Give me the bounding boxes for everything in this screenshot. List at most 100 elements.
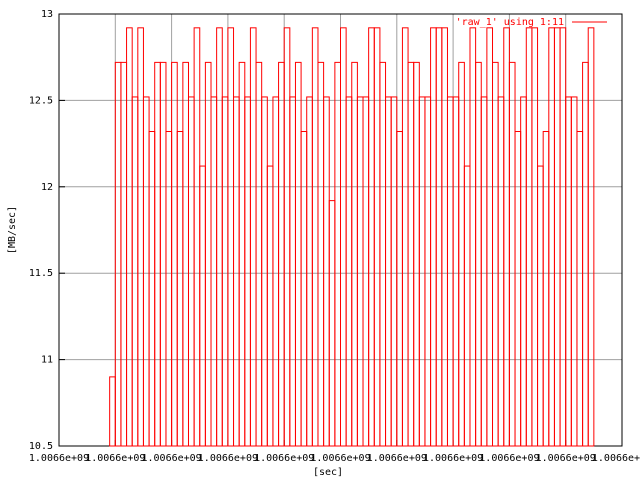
- bar: [159, 61, 167, 447]
- y-axis-label: [MB/sec]: [7, 206, 18, 254]
- bar: [356, 96, 364, 447]
- bar: [480, 96, 488, 447]
- y-tick-label: 11: [41, 355, 53, 366]
- bar: [385, 96, 392, 447]
- bar: [266, 165, 274, 447]
- bar: [469, 27, 477, 447]
- bar: [390, 96, 398, 447]
- bar: [317, 61, 325, 447]
- bar: [165, 131, 173, 447]
- bar: [278, 61, 285, 447]
- y-tick-label: 12.5: [29, 95, 53, 106]
- y-tick-label: 12: [41, 182, 53, 193]
- bar: [137, 27, 144, 447]
- bar: [221, 96, 229, 447]
- bar: [323, 96, 330, 447]
- bar: [351, 61, 358, 447]
- legend-label: 'raw_1' using 1:11: [456, 17, 564, 28]
- bar: [283, 27, 291, 447]
- bar: [542, 131, 550, 447]
- bar: [249, 27, 257, 447]
- x-tick-label: 1.0066e+09: [85, 453, 145, 464]
- bar: [435, 27, 443, 447]
- bar: [537, 165, 544, 447]
- x-tick-label: 1.0066e+09: [254, 453, 314, 464]
- x-tick-label: 1.0066e+09: [592, 453, 640, 464]
- bar: [508, 61, 516, 447]
- bar: [401, 27, 409, 447]
- bar: [345, 96, 353, 447]
- x-tick-label: 1.0066e+09: [310, 453, 370, 464]
- bar: [514, 131, 522, 447]
- bar: [424, 96, 432, 447]
- bar: [142, 96, 150, 447]
- x-tick-label: 1.0066e+09: [198, 453, 258, 464]
- y-tick-label: 11.5: [29, 268, 53, 279]
- bar: [272, 96, 280, 447]
- bar: [492, 61, 499, 447]
- bar: [463, 165, 471, 447]
- bar: [238, 61, 246, 447]
- bar: [244, 96, 251, 447]
- bar: [328, 200, 336, 447]
- bar: [311, 27, 319, 447]
- bar: [204, 61, 212, 447]
- bar: [120, 61, 128, 447]
- bar: [441, 27, 448, 447]
- bar: [446, 96, 454, 447]
- bar: [154, 61, 161, 447]
- bar: [576, 131, 584, 447]
- bar: [294, 61, 302, 447]
- x-axis-label: [sec]: [313, 467, 343, 478]
- bar: [531, 27, 539, 447]
- bar: [565, 96, 572, 447]
- bar: [216, 27, 223, 447]
- bar: [300, 131, 308, 447]
- bar: [368, 27, 375, 447]
- bar: [458, 61, 465, 447]
- bar: [193, 27, 201, 447]
- bar: [187, 96, 195, 447]
- bar: [570, 96, 578, 447]
- bar: [227, 27, 235, 447]
- bar: [334, 61, 341, 447]
- bar: [497, 96, 505, 447]
- bar: [503, 27, 510, 447]
- x-tick-label: 1.0066e+09: [479, 453, 539, 464]
- bar: [486, 27, 494, 447]
- bar: [255, 61, 263, 447]
- bar: [289, 96, 296, 447]
- bar: [109, 376, 116, 447]
- x-tick-label: 1.0066e+09: [29, 453, 89, 464]
- bar: [582, 61, 589, 447]
- y-tick-label: 10.5: [29, 441, 53, 452]
- bar: [559, 27, 567, 447]
- bar: [362, 96, 370, 447]
- bar: [148, 131, 156, 447]
- bar: [126, 27, 133, 447]
- bar: [452, 96, 460, 447]
- bar: [306, 96, 313, 447]
- bar: [418, 96, 426, 447]
- bar: [131, 96, 139, 447]
- bar: [553, 27, 561, 447]
- bar: [199, 165, 206, 447]
- bar: [340, 27, 347, 447]
- bar: [210, 96, 218, 447]
- bar: [413, 61, 420, 447]
- bar: [520, 96, 527, 447]
- bar: [176, 131, 184, 447]
- bar: [430, 27, 437, 447]
- bar: [407, 61, 415, 447]
- y-tick-label: 13: [41, 9, 53, 20]
- x-tick-label: 1.0066e+09: [423, 453, 483, 464]
- x-tick-label: 1.0066e+09: [367, 453, 427, 464]
- bar: [373, 27, 381, 447]
- bar: [379, 61, 387, 447]
- x-tick-label: 1.0066e+09: [536, 453, 596, 464]
- bar: [525, 27, 533, 447]
- bar: [548, 27, 555, 447]
- x-tick-label: 1.0066e+09: [141, 453, 201, 464]
- bar: [396, 131, 403, 447]
- bar: [233, 96, 240, 447]
